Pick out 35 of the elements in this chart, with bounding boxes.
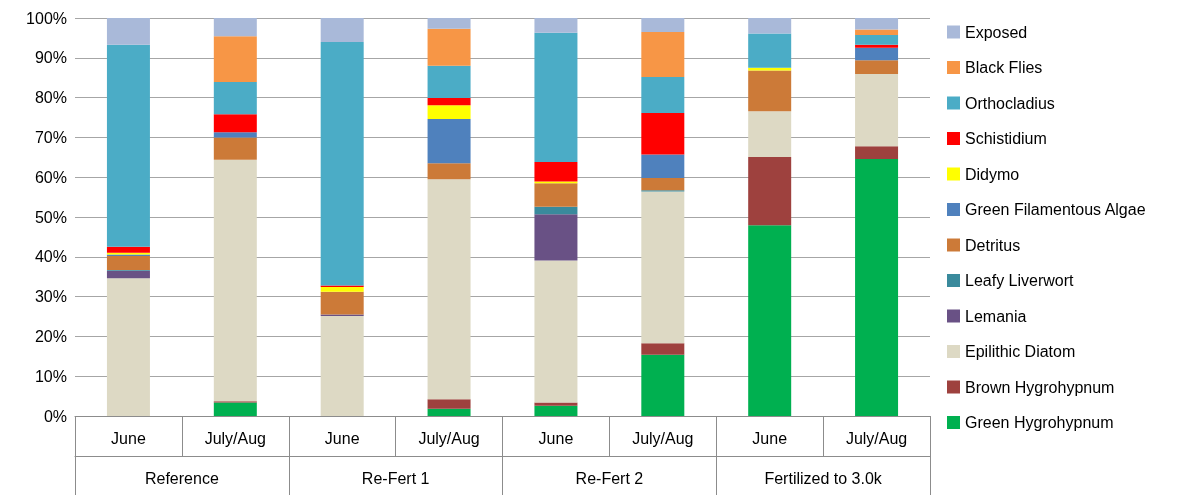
legend-label: Leafy Liverwort — [965, 272, 1075, 289]
x-tick-label: June — [752, 429, 788, 447]
y-tick-label: 90% — [34, 49, 67, 67]
legend-label: Green Hygrohypnum — [965, 414, 1114, 431]
y-tick-label: 40% — [34, 248, 67, 266]
y-tick-label: 100% — [26, 9, 67, 27]
text: Re-Fert 2 — [575, 469, 644, 487]
legend-label: Black Flies — [965, 59, 1043, 76]
x-tick-label: July/Aug — [204, 429, 266, 447]
text: Fertilized to 3.0k — [764, 469, 883, 487]
legend-label: Brown Hygrohypnum — [965, 378, 1115, 396]
y-tick-label: 50% — [34, 208, 67, 226]
legend-label: Orthocladius — [965, 94, 1055, 112]
legend-label: Green Filamentous Algae — [965, 201, 1146, 218]
legend-label: Detritus — [965, 236, 1021, 254]
y-tick-label: 80% — [34, 89, 67, 107]
legend-label: Exposed — [965, 23, 1028, 41]
y-tick-label: 60% — [34, 168, 67, 186]
text: Re-Fert 1 — [361, 469, 430, 487]
x-tick-label: June — [324, 429, 360, 447]
x-tick-label: July/Aug — [845, 429, 908, 447]
x-tick-label: July/Aug — [632, 429, 694, 447]
y-tick-label: 70% — [34, 128, 67, 146]
legend-label: Epilithic Diatom — [965, 343, 1076, 360]
legend-label: Didymo — [965, 165, 1020, 183]
y-tick-label: 20% — [34, 327, 67, 345]
y-tick-label: 30% — [34, 288, 67, 306]
legend-label: Lemania — [965, 307, 1027, 325]
y-tick-label: 0% — [43, 407, 67, 425]
y-tick-label: 10% — [34, 367, 67, 385]
x-tick-label: July/Aug — [418, 429, 480, 447]
text: Reference — [144, 469, 219, 487]
legend-label: Schistidium — [965, 130, 1047, 147]
x-tick-label: June — [111, 429, 146, 447]
x-tick-label: June — [538, 429, 574, 447]
